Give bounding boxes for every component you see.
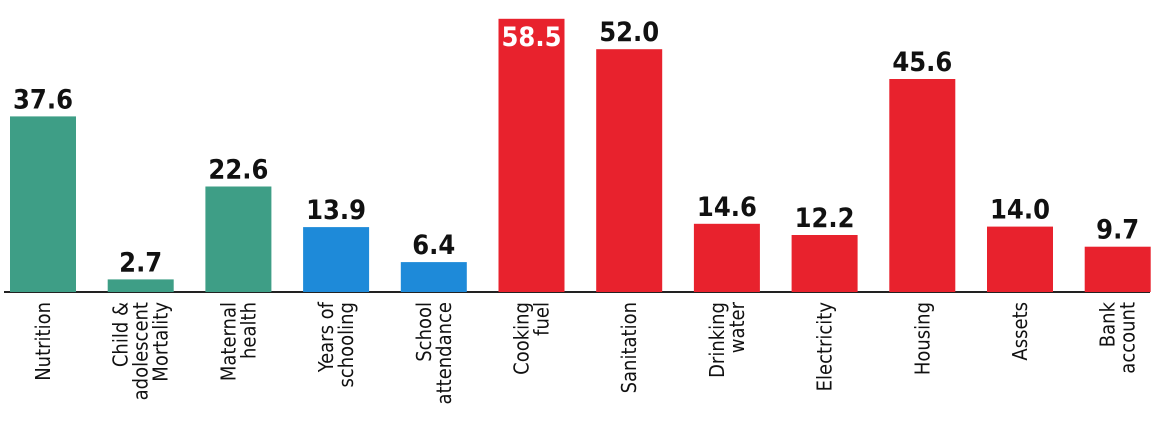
category-label: Housing	[910, 302, 934, 375]
bar	[596, 49, 663, 293]
category-label-line: Mortality	[149, 302, 173, 382]
value-label: 12.2	[795, 203, 855, 234]
category-label-line: Drinking	[705, 302, 729, 378]
category-label-line: Nutrition	[31, 302, 55, 381]
category-label-line: School	[412, 302, 436, 362]
category-label-line: water	[725, 301, 749, 353]
value-label: 14.6	[697, 192, 757, 223]
category-label-line: Cooking	[510, 302, 534, 375]
value-label: 37.6	[13, 84, 73, 115]
value-label: 2.7	[119, 247, 162, 278]
category-label-line: health	[236, 302, 260, 359]
category-label-line: account	[1116, 302, 1140, 374]
category-label: Sanitation	[617, 302, 641, 393]
bar	[400, 262, 467, 292]
category-label-line: Maternal	[216, 302, 240, 381]
category-label-line: Years of	[314, 301, 338, 373]
bar	[107, 279, 174, 292]
value-label: 14.0	[990, 195, 1050, 226]
category-label-line: Electricity	[813, 302, 837, 392]
value-label: 22.6	[208, 155, 268, 186]
category-label-line: Bank	[1096, 301, 1120, 347]
category-label-line: fuel	[530, 302, 554, 336]
category-label: Nutrition	[31, 302, 55, 381]
category-label-line: Child &	[109, 302, 133, 367]
value-label: 9.7	[1096, 215, 1139, 246]
category-label-line: adolescent	[129, 302, 153, 400]
category-label-line: Sanitation	[617, 302, 641, 393]
category-label-line: schooling	[334, 302, 358, 388]
bar	[10, 116, 76, 293]
value-label: 13.9	[306, 195, 366, 226]
category-label-line: Assets	[1008, 302, 1032, 361]
category-label-line: Housing	[910, 302, 934, 375]
value-label: 52.0	[599, 17, 659, 48]
category-label-line: attendance	[432, 302, 456, 404]
value-label: 6.4	[412, 230, 455, 261]
bar	[498, 18, 565, 293]
category-label: Assets	[1008, 302, 1032, 361]
bar	[889, 79, 956, 292]
bar	[303, 227, 370, 292]
value-label: 58.5	[502, 22, 562, 53]
bar	[791, 235, 858, 292]
category-label: Electricity	[813, 302, 837, 392]
value-label: 45.6	[892, 47, 952, 78]
bar	[693, 223, 760, 292]
bar	[1084, 246, 1151, 292]
bar	[987, 226, 1053, 292]
bar	[205, 186, 272, 292]
